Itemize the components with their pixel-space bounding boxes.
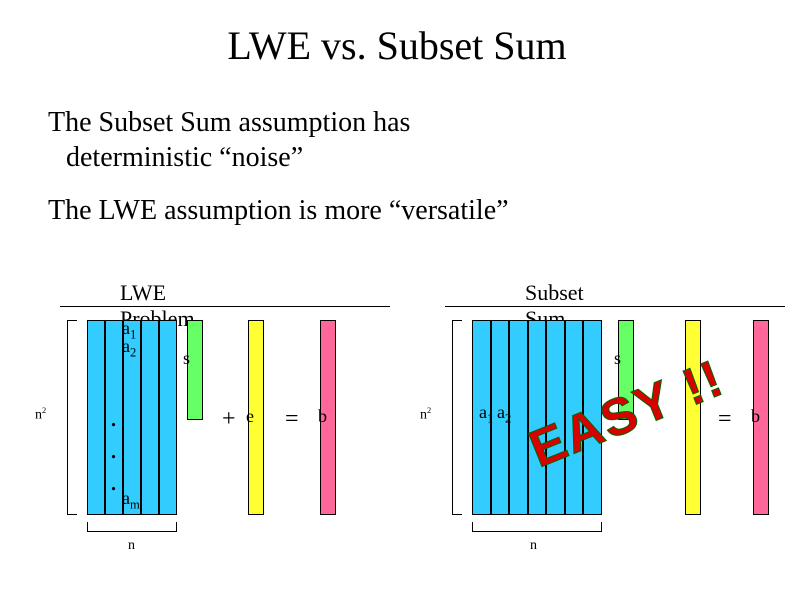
statement-2: The LWE assumption is more “versatile”: [0, 193, 794, 228]
ss-a2-label: a2: [497, 402, 511, 427]
lwe-am-label: am: [122, 488, 140, 513]
lwe-e-label: e: [246, 406, 254, 427]
lwe-dots: . . .: [110, 402, 117, 498]
ss-bracket-v: [452, 320, 462, 515]
lwe-s-bar: [187, 320, 203, 420]
page-title: LWE vs. Subset Sum: [0, 0, 794, 69]
statement-1b: deterministic “noise”: [48, 142, 303, 173]
lwe-s-label: s: [183, 348, 190, 369]
lwe-b-label: b: [318, 406, 327, 427]
statement-1a: The Subset Sum assumption has: [48, 107, 410, 138]
ss-equals: =: [718, 406, 732, 433]
lwe-n2-label: n2: [35, 406, 46, 424]
lwe-divider: [60, 306, 390, 307]
ss-s-label: s: [614, 348, 621, 369]
lwe-equals: =: [285, 406, 299, 433]
ss-bracket-h: [472, 522, 602, 532]
ss-a1-label: a1: [479, 402, 493, 427]
lwe-bracket-h: [87, 522, 177, 532]
ss-n-label: n: [530, 538, 537, 554]
lwe-n-label: n: [128, 538, 135, 554]
lwe-bracket-v: [67, 320, 77, 515]
ss-n2-label: n2: [420, 406, 431, 424]
lwe-plus: +: [222, 406, 236, 433]
ss-divider: [445, 306, 785, 307]
ss-b-label: b: [751, 406, 760, 427]
lwe-a2-label: a2: [122, 336, 136, 361]
statement-1: The Subset Sum assumption has determinis…: [0, 105, 794, 175]
